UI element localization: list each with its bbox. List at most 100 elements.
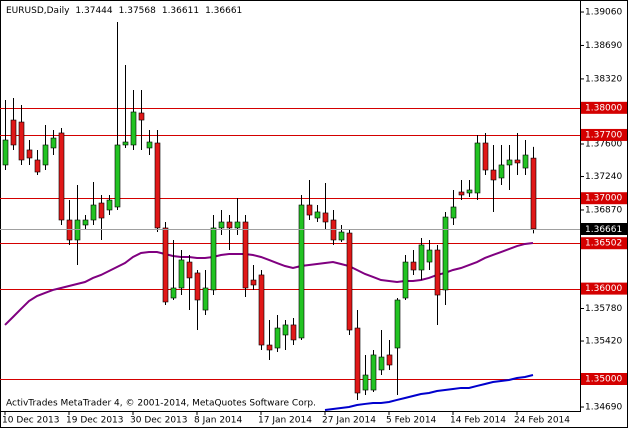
candle-body [130,111,137,146]
candle-body [58,132,65,221]
x-tick-label: 19 Dec 2013 [66,416,124,426]
candle-body [466,189,473,194]
candle-body [314,211,321,219]
header: EURUSD,Daily 1.37444 1.37568 1.36611 1.36661 [6,6,242,16]
candle-body [202,287,209,311]
x-tick-label: 24 Feb 2014 [514,416,570,426]
candle-body [354,327,361,394]
candle-body [114,144,121,208]
candle-body [146,141,153,149]
header-high: 1.37568 [119,6,156,16]
candle-body [410,261,417,271]
candle-body [418,244,425,271]
candle-body [458,191,465,196]
candle-body [210,227,217,291]
candle-body [530,157,537,230]
header-open: 1.37444 [75,6,112,16]
candle-body [498,164,505,179]
candle-body [106,199,113,211]
y-tick-label: 1.38320 [585,74,622,84]
candle-body [122,141,129,146]
footer: ActivTrades MetaTrader 4, © 2001-2014, M… [6,399,316,409]
candle-body [522,154,529,169]
candle-body [506,159,513,166]
candle-body [274,327,281,349]
header-low: 1.36611 [162,6,199,16]
candle-body [234,221,241,229]
candle-body [362,374,369,391]
candle-body [170,287,177,299]
candle-body [26,149,33,159]
candle-body [138,112,145,121]
y-tick-label: 1.35420 [585,337,622,347]
x-tick-label: 27 Jan 2014 [322,416,376,426]
candle-body [442,216,449,291]
level-label: 1.36502 [585,239,622,249]
candle-body [514,159,521,164]
candle-body [482,142,489,171]
x-tick-label: 5 Feb 2014 [386,416,437,426]
x-tick-label: 8 Jan 2014 [194,416,242,426]
candle-body [98,202,105,219]
x-tick-label: 17 Jan 2014 [258,416,312,426]
level-label: 1.35000 [585,374,622,384]
candle-body [42,144,49,166]
candle-body [154,142,161,229]
candle-body [258,274,265,346]
symbol: EURUSD,Daily [6,6,70,16]
level-label-box [581,101,627,114]
candle-body [90,204,97,221]
candle-body [34,159,41,173]
candle-body [282,324,289,336]
level-label: 1.37700 [585,130,622,140]
candle-body [370,354,377,391]
moving-average [324,374,534,411]
candle-body [338,231,345,241]
candle-body [450,206,457,219]
candle-body [290,324,297,341]
candle-body [474,142,481,194]
candle-body [434,249,441,296]
candle-body [322,212,329,223]
candle-body [346,232,353,331]
level-label-box [581,372,627,385]
candle-body [226,221,233,229]
candle-body [394,299,401,349]
candle-body [386,354,393,366]
candle-body [378,356,385,371]
level-label: 1.38000 [585,103,622,113]
candle-body [194,272,201,301]
candle-body [218,221,225,229]
candle-body [490,169,497,181]
candle-body [82,219,89,226]
candle-body [2,139,9,166]
level-label-box [581,128,627,141]
candle-body [250,279,257,286]
y-tick-label: 1.38690 [585,41,622,51]
x-tick-label: 30 Dec 2013 [130,416,188,426]
candle-body [306,204,313,216]
candle-body [50,137,57,149]
header-close: 1.36661 [205,6,242,16]
candle-body [298,204,305,339]
candle-body [402,261,409,299]
y-tick-label: 1.36870 [585,205,622,215]
candle-body [242,221,249,289]
level-label-box [581,282,627,295]
y-tick-label: 1.37600 [585,139,622,149]
candle-body [266,344,273,351]
x-tick-label: 14 Feb 2014 [450,416,506,426]
price-label: 1.36661 [585,225,622,235]
level-label: 1.37000 [585,194,622,204]
y-tick-label: 1.35780 [585,304,622,314]
y-tick-label: 1.37240 [585,172,622,182]
candle-body [10,119,17,146]
candle-body [426,249,433,263]
candle-body [18,121,25,161]
y-tick-label: 1.39060 [585,8,622,18]
level-label: 1.36000 [585,284,622,294]
candle-body [162,227,169,303]
price-label-box [581,223,627,235]
level-label-box [581,192,627,205]
